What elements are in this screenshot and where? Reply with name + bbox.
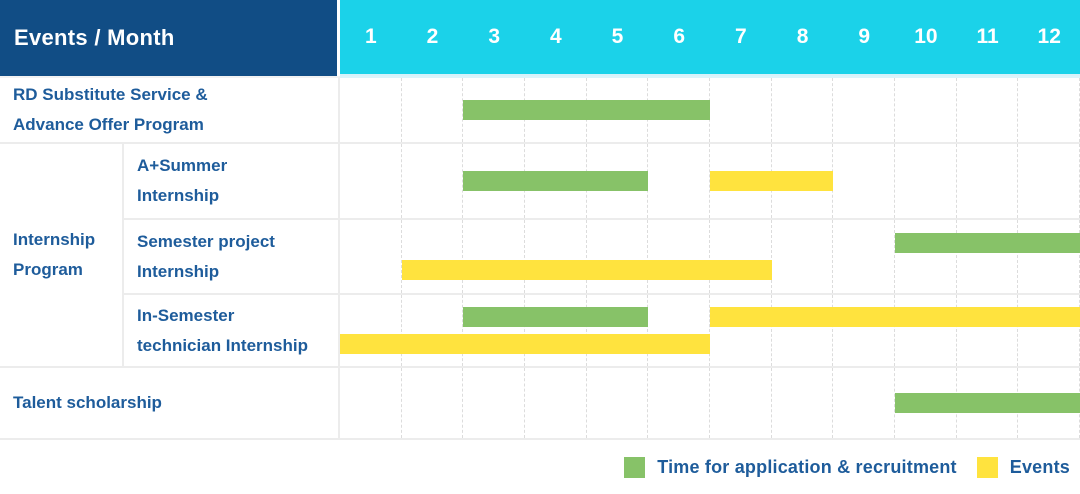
group-label-line: Internship (13, 230, 96, 249)
gantt-table: Events / Month 1 2 3 4 5 6 7 8 9 10 11 1… (0, 0, 1080, 440)
application-recruitment-bar (463, 171, 649, 191)
month-gridline (340, 144, 402, 218)
month-header-8: 8 (796, 25, 809, 48)
month-gridline (340, 368, 402, 438)
chart-row-in-semester-technician (340, 295, 1080, 368)
row-label-line: Advance Offer Program (13, 115, 204, 134)
month-gridline (340, 78, 402, 142)
month-gridline (402, 144, 464, 218)
month-gridline (587, 368, 649, 438)
month-gridline (402, 295, 464, 366)
events-bar (340, 333, 710, 354)
month-header-6: 6 (673, 25, 686, 48)
month-header-2: 2 (426, 25, 439, 48)
row-label-talent-scholarship: Talent scholarship (0, 368, 340, 440)
month-gridline (402, 368, 464, 438)
row-label-a-plus-summer: A+Summer Internship (124, 144, 340, 220)
legend-item-application-recruitment: Time for application & recruitment (624, 456, 957, 478)
month-gridline (402, 220, 464, 293)
chart-row-semester-project (340, 220, 1080, 295)
events-month-header-label: Events / Month (14, 25, 175, 50)
month-gridline (648, 220, 710, 293)
month-gridline (957, 144, 1019, 218)
month-gridline (895, 220, 957, 293)
month-gridline (772, 220, 834, 293)
month-gridline (710, 78, 772, 142)
month-gridline (772, 368, 834, 438)
chart-row-rd-substitute (340, 76, 1080, 144)
legend-item-events: Events (976, 456, 1070, 478)
month-header-5: 5 (611, 25, 624, 48)
month-gridline (525, 368, 587, 438)
month-header-10: 10 (914, 25, 938, 48)
row-label-line: In-Semester (137, 305, 235, 325)
row-label-rd-substitute: RD Substitute Service & Advance Offer Pr… (0, 76, 340, 144)
green-swatch-icon (624, 456, 646, 478)
month-gridline (525, 220, 587, 293)
row-label-line: Talent scholarship (13, 393, 162, 412)
month-gridline (648, 295, 710, 366)
month-gridline (772, 78, 834, 142)
row-label-line: Internship (137, 186, 220, 205)
month-gridline (587, 220, 649, 293)
month-gridline (833, 78, 895, 142)
legend-label: Events (1009, 456, 1070, 477)
month-gridline (402, 78, 464, 142)
application-recruitment-bar (895, 232, 1080, 253)
month-gridline (833, 368, 895, 438)
month-gridline (1018, 144, 1080, 218)
month-header-4: 4 (550, 25, 562, 48)
events-bar (401, 259, 772, 280)
month-header-3: 3 (488, 25, 501, 48)
events-bar (710, 306, 1080, 327)
legend: Time for application & recruitment Event… (0, 440, 1070, 494)
month-gridline (648, 368, 710, 438)
month-gridline (957, 78, 1019, 142)
application-recruitment-bar (895, 393, 1080, 413)
application-recruitment-bar (463, 100, 710, 120)
month-gridline (1018, 220, 1080, 293)
month-gridline (710, 220, 772, 293)
month-gridline (1018, 78, 1080, 142)
month-gridline (340, 220, 402, 293)
row-label-line: Semester project (137, 231, 275, 251)
month-gridline (957, 220, 1019, 293)
chart-row-a-plus-summer (340, 144, 1080, 220)
month-gridline (895, 144, 957, 218)
month-header-11: 11 (976, 25, 999, 48)
month-gridline (463, 368, 525, 438)
legend-label: Time for application & recruitment (657, 456, 957, 477)
group-label-internship-program: Internship Program (0, 144, 124, 368)
chart-row-talent-scholarship (340, 368, 1080, 440)
row-label-in-semester-technician: In-Semester technician Internship (124, 295, 340, 368)
row-label-line: A+Summer (137, 156, 228, 175)
month-header-row: 1 2 3 4 5 6 7 8 9 10 11 12 (340, 0, 1080, 76)
month-gridline (833, 144, 895, 218)
month-gridline (463, 220, 525, 293)
month-gridline (895, 78, 957, 142)
events-bar (710, 171, 834, 191)
application-recruitment-bar (463, 306, 649, 327)
month-header-1: 1 (364, 25, 377, 48)
group-label-line: Program (13, 260, 83, 279)
month-gridline (833, 220, 895, 293)
month-gridline (340, 295, 402, 366)
month-header-7: 7 (735, 25, 747, 48)
month-header-9: 9 (858, 25, 871, 48)
month-gridline (648, 144, 710, 218)
month-header-12: 12 (1037, 25, 1061, 48)
events-month-header: Events / Month (0, 0, 340, 76)
row-label-line: technician Internship (137, 335, 308, 355)
row-label-line: RD Substitute Service & (13, 85, 208, 104)
month-gridline (710, 368, 772, 438)
yellow-swatch-icon (976, 456, 998, 478)
row-label-semester-project: Semester project Internship (124, 220, 340, 295)
row-label-line: Internship (137, 261, 220, 281)
